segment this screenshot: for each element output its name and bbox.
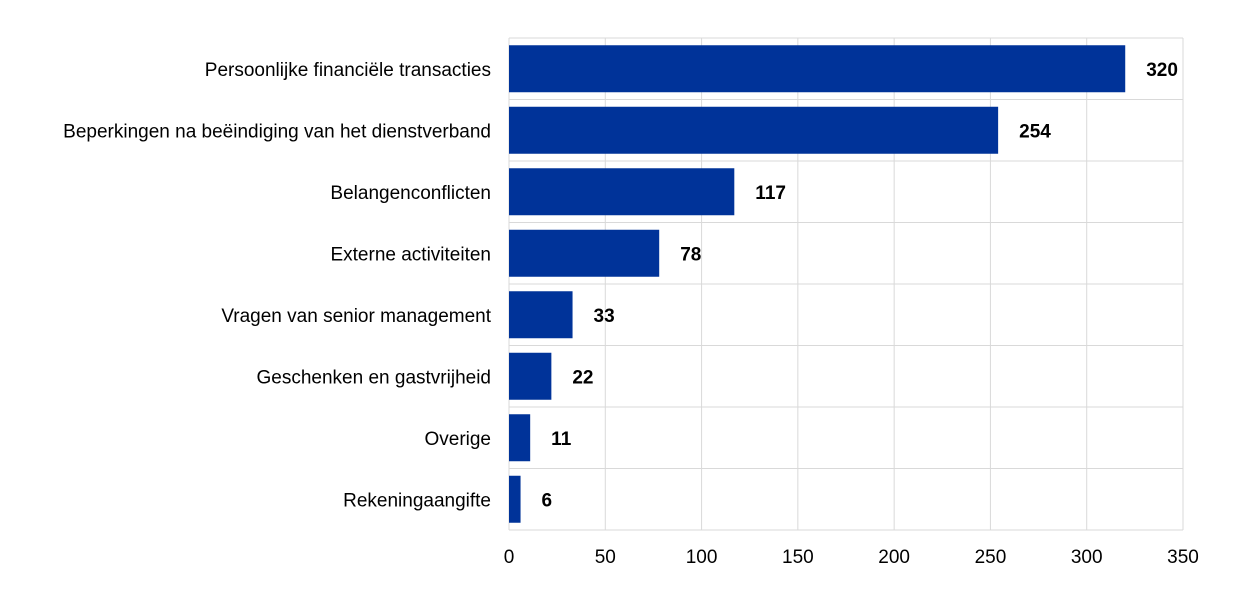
bar xyxy=(509,106,999,154)
category-label: Overige xyxy=(424,429,491,450)
data-label: 78 xyxy=(680,244,701,265)
bar xyxy=(509,352,552,400)
data-label: 117 xyxy=(755,183,786,204)
category-label: Externe activiteiten xyxy=(330,244,491,265)
category-label: Geschenken en gastvrijheid xyxy=(257,367,491,388)
x-axis-ticks: 0 50 100 150 200 250 300 350 xyxy=(504,547,1199,568)
data-label: 33 xyxy=(594,306,615,327)
category-label: Vragen van senior management xyxy=(221,306,491,327)
data-label: 6 xyxy=(542,490,553,511)
category-label: Persoonlijke financiële transacties xyxy=(205,60,491,81)
category-label: Rekeningaangifte xyxy=(343,490,491,511)
x-tick-label: 250 xyxy=(975,547,1007,568)
x-tick-label: 50 xyxy=(595,547,616,568)
x-tick-label: 0 xyxy=(504,547,515,568)
data-labels: 320 254 117 78 33 22 11 6 xyxy=(542,60,1178,512)
x-tick-label: 200 xyxy=(878,547,910,568)
data-label: 11 xyxy=(551,429,572,450)
bar xyxy=(509,475,521,523)
bar xyxy=(509,291,573,339)
x-tick-label: 100 xyxy=(686,547,718,568)
category-labels: Persoonlijke financiële transacties Beper… xyxy=(63,60,492,512)
data-label: 22 xyxy=(572,367,593,388)
x-tick-label: 150 xyxy=(782,547,814,568)
data-label: 254 xyxy=(1019,121,1051,142)
x-tick-label: 350 xyxy=(1167,547,1199,568)
bar xyxy=(509,45,1126,93)
category-label: Beperkingen na beëindiging van het diens… xyxy=(63,121,491,142)
bar xyxy=(509,168,735,216)
data-label: 320 xyxy=(1146,60,1178,81)
bar xyxy=(509,229,660,277)
category-label: Belangenconflicten xyxy=(330,183,491,204)
x-tick-label: 300 xyxy=(1071,547,1103,568)
bars xyxy=(509,45,1126,523)
bar xyxy=(509,414,531,462)
